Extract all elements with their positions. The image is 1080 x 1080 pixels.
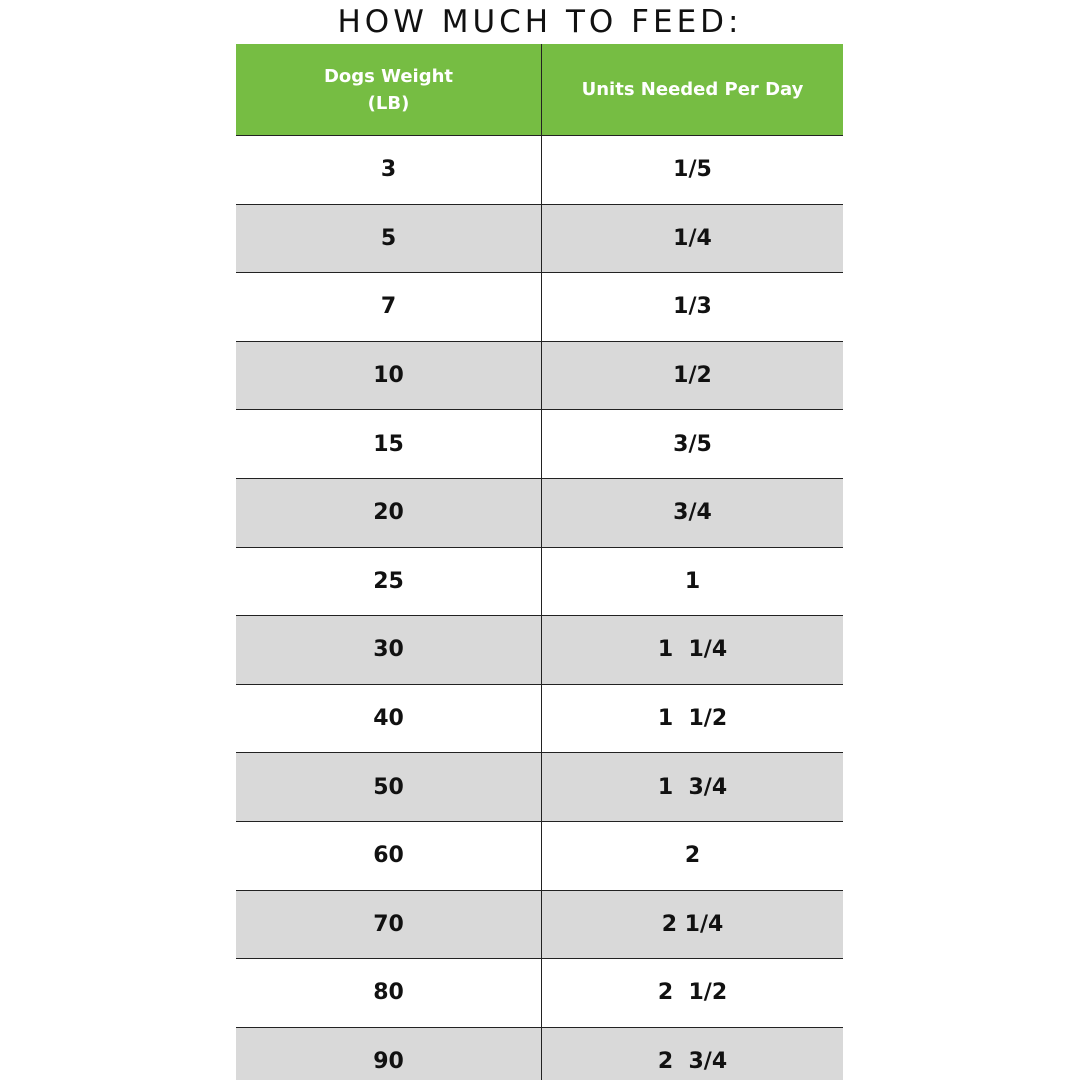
header-cell: Dogs Weight (LB) bbox=[236, 44, 542, 135]
weight-cell: 50 bbox=[236, 753, 542, 821]
table-row: 50 1 3/4 bbox=[236, 752, 843, 821]
units-cell: 3/5 bbox=[673, 431, 712, 457]
weight-cell: 25 bbox=[236, 547, 542, 616]
table-row: 25 1 bbox=[236, 546, 843, 616]
table-row: 80 2 1/2 bbox=[236, 958, 843, 1027]
table-row: 90 2 3/4 bbox=[236, 1026, 843, 1080]
table-row: 10 1/2 bbox=[236, 340, 843, 410]
weight-cell: 15 bbox=[236, 410, 542, 478]
units-cell: 1/4 bbox=[673, 225, 712, 251]
units-cell: 1/2 bbox=[673, 363, 712, 389]
weight-cell: 60 bbox=[236, 822, 542, 890]
weight-cell: 40 bbox=[236, 684, 542, 753]
table-row: 7 1/3 bbox=[236, 272, 843, 341]
header-cell: Units Needed Per Day bbox=[581, 79, 804, 100]
weight-cell: 90 bbox=[236, 1027, 542, 1080]
table-row: 40 1 1/2 bbox=[236, 683, 843, 753]
units-cell: 1 1/4 bbox=[657, 637, 728, 663]
units-cell: 2 1/4 bbox=[661, 911, 724, 937]
table-row: 70 2 1/4 bbox=[236, 889, 843, 959]
header-row: Dogs Weight (LB) Units Needed Per Day bbox=[236, 44, 843, 135]
weight-cell: 5 bbox=[236, 204, 542, 273]
weight-cell: 80 bbox=[236, 959, 542, 1027]
table-row: 5 1/4 bbox=[236, 203, 843, 273]
units-cell: 2 3/4 bbox=[657, 1049, 728, 1075]
weight-cell: 70 bbox=[236, 890, 542, 959]
weight-cell: 7 bbox=[236, 273, 542, 341]
units-cell: 2 bbox=[684, 843, 701, 869]
table-row: 30 1 1/4 bbox=[236, 615, 843, 684]
units-cell: 2 1/2 bbox=[657, 980, 728, 1006]
units-cell: 1/3 bbox=[673, 294, 712, 320]
units-cell: 3/4 bbox=[673, 500, 712, 526]
table-row: 3 1/5 bbox=[236, 135, 843, 204]
weight-cell: 20 bbox=[236, 479, 542, 547]
table-row: 20 3/4 bbox=[236, 478, 843, 547]
units-cell: 1/5 bbox=[673, 157, 712, 183]
table-row: 15 3/5 bbox=[236, 409, 843, 478]
units-cell: 1 3/4 bbox=[657, 774, 728, 800]
weight-cell: 10 bbox=[236, 341, 542, 410]
units-cell: 1 bbox=[684, 568, 701, 594]
weight-cell: 30 bbox=[236, 616, 542, 684]
units-cell: 1 1/2 bbox=[657, 706, 728, 732]
title: HOW MUCH TO FEED: bbox=[337, 4, 743, 40]
feeding-table: Dogs Weight (LB) Units Needed Per Day 3 1… bbox=[236, 44, 843, 1080]
table-row: 60 2 bbox=[236, 821, 843, 890]
weight-cell: 3 bbox=[236, 136, 542, 204]
